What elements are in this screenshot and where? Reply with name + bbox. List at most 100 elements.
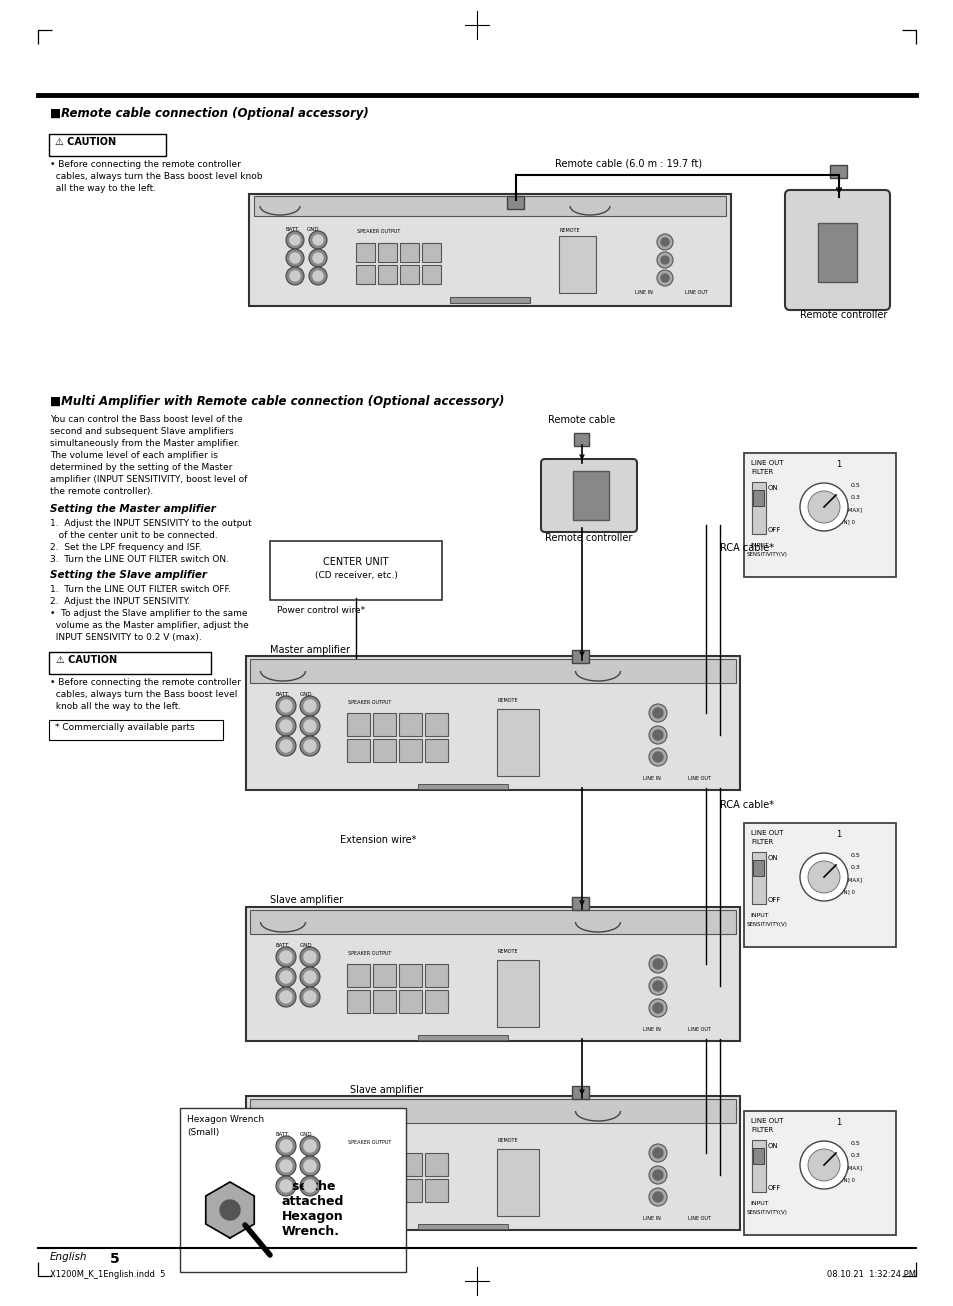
Text: FILTER: FILTER <box>750 1127 773 1134</box>
Circle shape <box>275 1156 295 1175</box>
FancyBboxPatch shape <box>374 738 396 761</box>
Text: FILTER: FILTER <box>750 838 773 845</box>
FancyBboxPatch shape <box>497 709 538 776</box>
FancyBboxPatch shape <box>374 964 396 986</box>
Text: 1.  Turn the LINE OUT FILTER switch OFF.: 1. Turn the LINE OUT FILTER switch OFF. <box>50 585 231 594</box>
Circle shape <box>275 1136 295 1156</box>
Text: •  To adjust the Slave amplifier to the same: • To adjust the Slave amplifier to the s… <box>50 609 247 618</box>
FancyBboxPatch shape <box>753 859 763 875</box>
Text: 1: 1 <box>835 1118 841 1127</box>
Text: ON: ON <box>767 855 778 861</box>
Text: Remote controller: Remote controller <box>544 533 632 543</box>
Polygon shape <box>206 1182 254 1238</box>
Text: BATT.: BATT. <box>286 227 300 232</box>
FancyBboxPatch shape <box>374 1152 396 1175</box>
Circle shape <box>648 1166 666 1185</box>
Text: volume as the Master amplifier, adjust the: volume as the Master amplifier, adjust t… <box>50 620 249 629</box>
FancyBboxPatch shape <box>422 265 441 283</box>
Text: BATT.: BATT. <box>275 692 291 697</box>
FancyBboxPatch shape <box>347 713 370 735</box>
Text: GND: GND <box>299 943 313 948</box>
FancyBboxPatch shape <box>743 1111 895 1235</box>
Circle shape <box>807 491 840 522</box>
FancyBboxPatch shape <box>250 1100 735 1123</box>
FancyBboxPatch shape <box>497 1149 538 1216</box>
Circle shape <box>313 235 323 246</box>
Text: Power control wire*: Power control wire* <box>276 606 365 615</box>
FancyBboxPatch shape <box>400 265 419 283</box>
Text: 0.5: 0.5 <box>850 483 860 488</box>
FancyBboxPatch shape <box>751 482 765 534</box>
FancyBboxPatch shape <box>180 1107 406 1272</box>
Circle shape <box>275 987 295 1007</box>
Text: INPUT SENSIVITY to 0.2 V (max).: INPUT SENSIVITY to 0.2 V (max). <box>50 633 201 643</box>
Circle shape <box>280 1160 292 1171</box>
Circle shape <box>309 249 327 266</box>
Text: 0.5: 0.5 <box>850 1141 860 1145</box>
Text: SENSITIVITY(V): SENSITIVITY(V) <box>746 552 787 556</box>
Text: Remote controller: Remote controller <box>800 310 886 320</box>
Text: English: English <box>50 1252 88 1262</box>
FancyBboxPatch shape <box>347 964 370 986</box>
Text: Use the
attached
Hexagon
Wrench.: Use the attached Hexagon Wrench. <box>282 1181 344 1238</box>
Text: LINE IN: LINE IN <box>642 1216 660 1221</box>
Circle shape <box>652 1170 662 1181</box>
Text: 08.10.21  1:32:24 PM: 08.10.21 1:32:24 PM <box>826 1269 915 1279</box>
Text: 0.5: 0.5 <box>850 853 860 858</box>
Text: ON: ON <box>767 485 778 491</box>
Text: RCA cable*: RCA cable* <box>720 801 773 810</box>
Text: 0.3: 0.3 <box>850 1153 860 1158</box>
Circle shape <box>652 752 662 761</box>
Circle shape <box>304 970 315 983</box>
Text: FILTER: FILTER <box>750 469 773 475</box>
Text: SPEAKER OUTPUT: SPEAKER OUTPUT <box>348 951 391 956</box>
Circle shape <box>304 991 315 1003</box>
Text: Hexagon Wrench: Hexagon Wrench <box>187 1115 264 1124</box>
Text: 0.3: 0.3 <box>850 865 860 870</box>
Circle shape <box>280 741 292 752</box>
Circle shape <box>275 947 295 966</box>
Text: GND: GND <box>299 1132 313 1138</box>
Text: Setting the Slave amplifier: Setting the Slave amplifier <box>50 569 207 580</box>
Text: GND: GND <box>307 227 319 232</box>
FancyBboxPatch shape <box>425 1152 448 1175</box>
Circle shape <box>304 1140 315 1152</box>
Circle shape <box>286 249 304 266</box>
FancyBboxPatch shape <box>743 823 895 947</box>
FancyBboxPatch shape <box>378 265 397 283</box>
Circle shape <box>660 274 668 282</box>
Circle shape <box>657 252 672 268</box>
Circle shape <box>286 231 304 249</box>
Text: [MIN] 0: [MIN] 0 <box>834 1177 854 1182</box>
FancyBboxPatch shape <box>347 738 370 761</box>
FancyBboxPatch shape <box>817 223 856 282</box>
Text: LINE IN: LINE IN <box>635 290 652 295</box>
Circle shape <box>280 1181 292 1192</box>
Circle shape <box>652 1192 662 1202</box>
Text: Extension wire*: Extension wire* <box>339 835 416 845</box>
Text: (CD receiver, etc.): (CD receiver, etc.) <box>314 571 397 580</box>
Text: ■Multi Amplifier with Remote cable connection (Optional accessory): ■Multi Amplifier with Remote cable conne… <box>50 394 504 407</box>
FancyBboxPatch shape <box>356 243 375 261</box>
Circle shape <box>275 737 295 756</box>
Circle shape <box>299 966 319 987</box>
Text: LINE OUT: LINE OUT <box>750 831 782 836</box>
Circle shape <box>660 238 668 246</box>
Text: 0.3: 0.3 <box>850 495 860 500</box>
Text: 2.  Adjust the INPUT SENSIVITY.: 2. Adjust the INPUT SENSIVITY. <box>50 597 190 606</box>
Text: LINE OUT: LINE OUT <box>687 1027 710 1032</box>
Circle shape <box>304 1181 315 1192</box>
FancyBboxPatch shape <box>399 990 422 1012</box>
Circle shape <box>299 737 319 756</box>
Circle shape <box>280 700 292 712</box>
Text: LINE OUT: LINE OUT <box>684 290 707 295</box>
Text: SPEAKER OUTPUT: SPEAKER OUTPUT <box>348 700 391 705</box>
FancyBboxPatch shape <box>572 649 589 662</box>
Text: 5: 5 <box>110 1252 120 1266</box>
FancyBboxPatch shape <box>374 990 396 1012</box>
Circle shape <box>290 235 299 246</box>
FancyBboxPatch shape <box>507 196 524 209</box>
Circle shape <box>648 977 666 995</box>
Circle shape <box>290 272 299 281</box>
FancyBboxPatch shape <box>425 990 448 1012</box>
